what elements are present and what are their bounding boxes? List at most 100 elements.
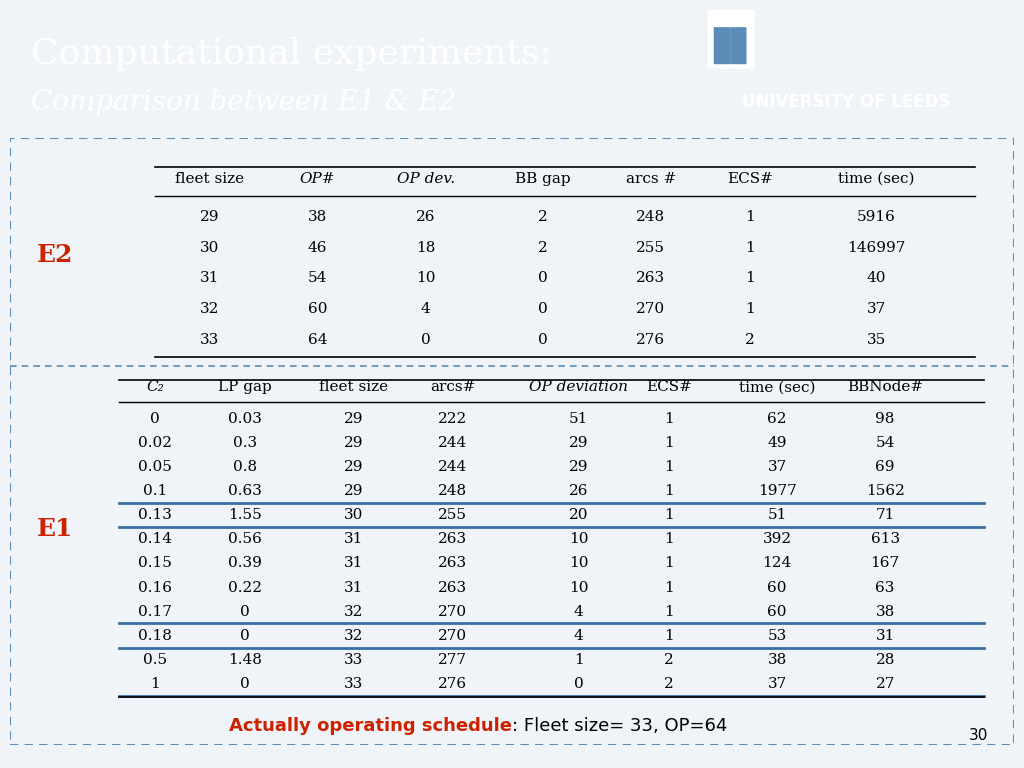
Text: C₂: C₂: [146, 380, 164, 394]
Text: 0: 0: [538, 333, 548, 346]
Text: Comparison between E1 & E2: Comparison between E1 & E2: [31, 89, 456, 116]
Text: 1: 1: [664, 508, 674, 522]
Text: 32: 32: [344, 604, 364, 619]
Text: 613: 613: [870, 532, 900, 546]
Text: 29: 29: [344, 460, 364, 474]
Text: 0.39: 0.39: [228, 557, 262, 571]
Text: 30: 30: [344, 508, 364, 522]
Text: 35: 35: [866, 333, 886, 346]
Text: 10: 10: [569, 557, 589, 571]
Text: 263: 263: [636, 271, 666, 286]
Text: 276: 276: [636, 333, 666, 346]
Text: 29: 29: [344, 484, 364, 498]
Text: E1: E1: [37, 517, 74, 541]
Text: fleet size: fleet size: [175, 172, 244, 186]
Text: time (sec): time (sec): [738, 380, 815, 394]
Text: 1.55: 1.55: [228, 508, 262, 522]
Text: LP gap: LP gap: [218, 380, 272, 394]
Text: 26: 26: [569, 484, 589, 498]
Text: 392: 392: [763, 532, 792, 546]
Text: 0: 0: [151, 412, 160, 425]
Text: 31: 31: [344, 557, 364, 571]
Text: 49: 49: [767, 435, 786, 450]
Text: 0.03: 0.03: [228, 412, 262, 425]
Text: 71: 71: [876, 508, 895, 522]
Text: 2: 2: [745, 333, 755, 346]
Text: time (sec): time (sec): [838, 172, 914, 186]
Text: 54: 54: [308, 271, 327, 286]
Text: 38: 38: [308, 210, 327, 224]
Text: 51: 51: [569, 412, 589, 425]
Text: 1.48: 1.48: [228, 653, 262, 667]
Text: 1: 1: [664, 435, 674, 450]
Text: 0.16: 0.16: [138, 581, 172, 594]
Text: 0: 0: [421, 333, 430, 346]
Text: 54: 54: [876, 435, 895, 450]
Text: 33: 33: [344, 653, 364, 667]
Text: 4: 4: [421, 302, 430, 316]
Text: 248: 248: [438, 484, 467, 498]
Text: 2: 2: [538, 241, 548, 255]
Text: 1: 1: [664, 532, 674, 546]
Text: 270: 270: [636, 302, 666, 316]
Text: 0.14: 0.14: [138, 532, 172, 546]
Text: 2: 2: [664, 677, 674, 691]
Text: 1: 1: [664, 604, 674, 619]
Text: BBNode#: BBNode#: [847, 380, 924, 394]
Text: 255: 255: [438, 508, 467, 522]
Text: arcs#: arcs#: [430, 380, 475, 394]
Text: 40: 40: [866, 271, 886, 286]
Text: 0: 0: [538, 271, 548, 286]
Text: 30: 30: [969, 728, 988, 743]
Text: 0: 0: [538, 302, 548, 316]
Text: fleet size: fleet size: [318, 380, 388, 394]
Text: 1: 1: [664, 412, 674, 425]
Text: OP dev.: OP dev.: [396, 172, 455, 186]
Text: 270: 270: [438, 604, 467, 619]
Text: 1: 1: [745, 271, 755, 286]
Text: 60: 60: [767, 604, 786, 619]
Text: 37: 37: [767, 460, 786, 474]
FancyBboxPatch shape: [708, 10, 755, 68]
Text: 62: 62: [767, 412, 786, 425]
Text: 10: 10: [569, 581, 589, 594]
Text: 270: 270: [438, 629, 467, 643]
Text: 0.18: 0.18: [138, 629, 172, 643]
Text: 53: 53: [767, 629, 786, 643]
Text: 0.5: 0.5: [143, 653, 167, 667]
Text: 146997: 146997: [847, 241, 905, 255]
Text: 0.22: 0.22: [228, 581, 262, 594]
Text: 26: 26: [416, 210, 435, 224]
Text: 1: 1: [745, 210, 755, 224]
Text: 29: 29: [569, 435, 589, 450]
Text: E2: E2: [37, 243, 74, 267]
Text: 0.17: 0.17: [138, 604, 172, 619]
Text: 98: 98: [876, 412, 895, 425]
Text: 1562: 1562: [865, 484, 904, 498]
Text: 46: 46: [307, 241, 328, 255]
Text: 1: 1: [745, 241, 755, 255]
Text: 0.56: 0.56: [228, 532, 262, 546]
Text: 18: 18: [416, 241, 435, 255]
Text: 1: 1: [664, 629, 674, 643]
Text: OP deviation: OP deviation: [529, 380, 629, 394]
Text: 37: 37: [866, 302, 886, 316]
Text: 0.63: 0.63: [228, 484, 262, 498]
Text: 248: 248: [636, 210, 666, 224]
Text: 1: 1: [664, 557, 674, 571]
Text: 20: 20: [569, 508, 589, 522]
Text: 63: 63: [876, 581, 895, 594]
Text: 29: 29: [344, 435, 364, 450]
Text: 2: 2: [664, 653, 674, 667]
Text: 31: 31: [344, 581, 364, 594]
Text: 244: 244: [438, 435, 467, 450]
Text: 0.3: 0.3: [233, 435, 257, 450]
Text: OP#: OP#: [300, 172, 335, 186]
Text: 29: 29: [200, 210, 219, 224]
Text: arcs #: arcs #: [626, 172, 676, 186]
Text: 277: 277: [438, 653, 467, 667]
Text: 255: 255: [636, 241, 666, 255]
Text: 4: 4: [573, 604, 584, 619]
Text: UNIVERSITY OF LEEDS: UNIVERSITY OF LEEDS: [742, 93, 950, 111]
Text: 0: 0: [241, 677, 250, 691]
